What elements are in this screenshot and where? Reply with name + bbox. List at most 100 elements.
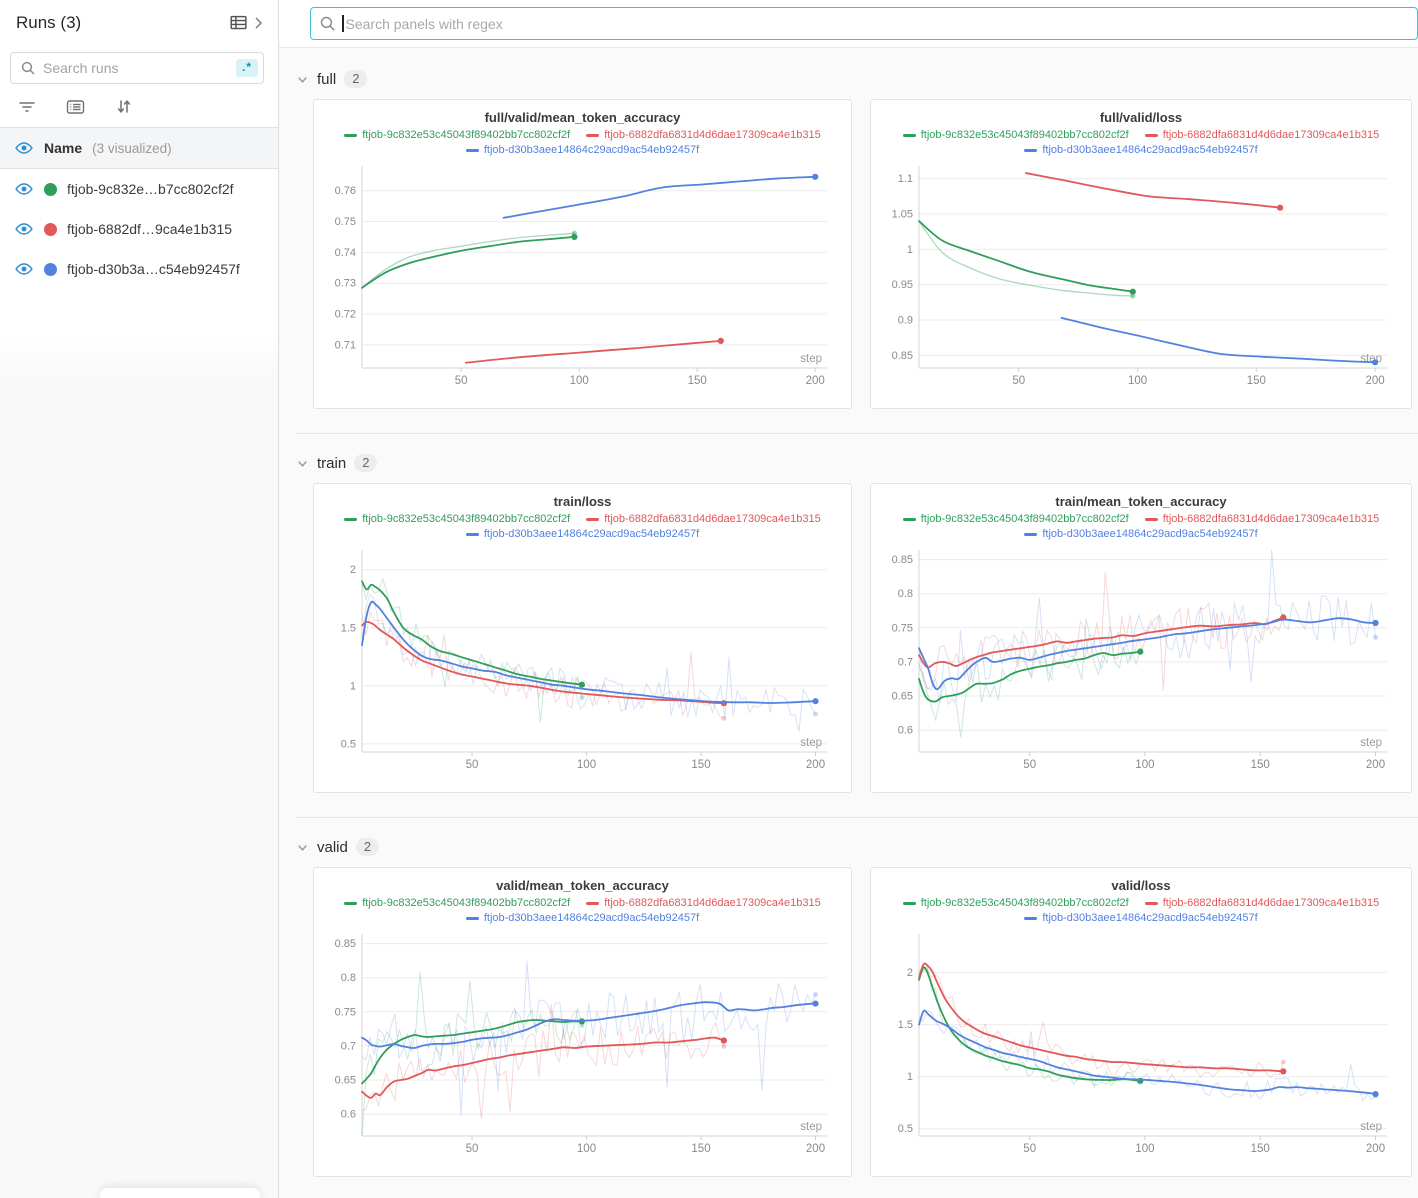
chart-panel[interactable]: full/valid/mean_token_accuracy ftjob-9c83…: [313, 99, 852, 409]
panel-search-input[interactable]: [343, 15, 1409, 32]
panel-search[interactable]: [310, 7, 1418, 40]
section-count-badge: 2: [354, 454, 378, 472]
svg-text:200: 200: [806, 375, 825, 387]
chart-title: valid/mean_token_accuracy: [496, 878, 669, 893]
runs-search-input[interactable]: [36, 60, 236, 76]
svg-text:0.9: 0.9: [898, 315, 913, 327]
svg-text:100: 100: [1128, 375, 1147, 387]
legend-dash-icon: [344, 902, 358, 905]
svg-text:0.65: 0.65: [892, 691, 913, 703]
svg-text:step: step: [1360, 1121, 1382, 1133]
svg-text:200: 200: [1366, 1143, 1385, 1155]
panels-topbar: [279, 0, 1418, 48]
legend-run-name: ftjob-d30b3aee14864c29acd9ac54eb92457f: [1042, 144, 1258, 156]
runs-table-icon[interactable]: [228, 12, 250, 34]
chart-panel[interactable]: train/loss ftjob-9c832e53c45043f89402bb7c…: [313, 483, 852, 793]
svg-text:0.7: 0.7: [341, 1040, 356, 1052]
run-row[interactable]: ftjob-9c832e…b7cc802cf2f: [0, 169, 278, 209]
legend-item[interactable]: ftjob-6882dfa6831d4d6dae17309ca4e1b315: [1144, 512, 1379, 527]
chevron-down-icon: [296, 457, 309, 470]
chart-panel[interactable]: valid/mean_token_accuracy ftjob-9c832e53c…: [313, 867, 852, 1177]
regex-toggle[interactable]: .*: [235, 59, 258, 77]
svg-text:0.6: 0.6: [341, 1109, 356, 1121]
run-name[interactable]: ftjob-d30b3a…c54eb92457f: [67, 261, 240, 277]
legend-item[interactable]: ftjob-9c832e53c45043f89402bb7cc802cf2f: [344, 896, 570, 911]
run-row[interactable]: ftjob-6882df…9ca4e1b315: [0, 209, 278, 249]
chart-canvas: 0.6 0.65 0.7 0.75 0.8 0.85 50 100 150 200 step: [335, 934, 827, 1155]
eye-icon[interactable]: [14, 261, 34, 277]
svg-text:0.7: 0.7: [898, 656, 913, 668]
section-header-full[interactable]: full 2: [296, 70, 1418, 88]
eye-icon[interactable]: [14, 140, 34, 156]
svg-text:1.5: 1.5: [341, 622, 356, 634]
run-row[interactable]: ftjob-d30b3a…c54eb92457f: [0, 249, 278, 289]
panel-row: full/valid/mean_token_accuracy ftjob-9c83…: [313, 99, 1418, 409]
legend-run-name: ftjob-6882dfa6831d4d6dae17309ca4e1b315: [1162, 129, 1380, 141]
legend-item[interactable]: ftjob-9c832e53c45043f89402bb7cc802cf2f: [902, 128, 1129, 143]
legend-item[interactable]: ftjob-9c832e53c45043f89402bb7cc802cf2f: [344, 512, 570, 527]
panel-row: train/loss ftjob-9c832e53c45043f89402bb7c…: [313, 483, 1418, 793]
svg-text:0.75: 0.75: [892, 622, 913, 634]
legend-dash-icon: [586, 134, 600, 137]
eye-icon[interactable]: [14, 221, 34, 237]
svg-text:0.72: 0.72: [335, 309, 356, 321]
legend-item[interactable]: ftjob-d30b3aee14864c29acd9ac54eb92457f: [465, 911, 699, 926]
legend-item[interactable]: ftjob-d30b3aee14864c29acd9ac54eb92457f: [1024, 527, 1258, 542]
bottom-popup[interactable]: [100, 1188, 260, 1198]
legend-item[interactable]: ftjob-9c832e53c45043f89402bb7cc802cf2f: [902, 512, 1129, 527]
svg-text:step: step: [800, 353, 822, 365]
chart-panel[interactable]: full/valid/loss ftjob-9c832e53c45043f8940…: [870, 99, 1412, 409]
section-count-badge: 2: [344, 70, 368, 88]
section-train: train 2 train/loss ftjob-9c832e53c45043f8…: [296, 454, 1418, 818]
legend-item[interactable]: ftjob-d30b3aee14864c29acd9ac54eb92457f: [1024, 911, 1258, 926]
chart-legend: ftjob-9c832e53c45043f89402bb7cc802cf2f ft…: [883, 512, 1399, 542]
filter-icon[interactable]: [18, 99, 36, 115]
svg-text:200: 200: [806, 1143, 825, 1155]
svg-text:1: 1: [907, 244, 913, 256]
section-label: valid: [317, 838, 348, 856]
section-label: train: [317, 454, 347, 472]
search-icon: [20, 60, 36, 76]
legend-item[interactable]: ftjob-6882dfa6831d4d6dae17309ca4e1b315: [586, 512, 821, 527]
svg-text:100: 100: [577, 759, 596, 771]
svg-text:0.85: 0.85: [335, 938, 356, 950]
svg-text:50: 50: [466, 1143, 479, 1155]
legend-dash-icon: [1144, 134, 1158, 137]
svg-text:150: 150: [691, 759, 710, 771]
section-header-valid[interactable]: valid 2: [296, 838, 1418, 856]
legend-dash-icon: [344, 134, 358, 137]
group-list-icon[interactable]: [66, 99, 85, 115]
legend-item[interactable]: ftjob-9c832e53c45043f89402bb7cc802cf2f: [902, 896, 1129, 911]
section-header-train[interactable]: train 2: [296, 454, 1418, 472]
eye-icon[interactable]: [14, 181, 34, 197]
legend-item[interactable]: ftjob-9c832e53c45043f89402bb7cc802cf2f: [344, 128, 570, 143]
chart-legend: ftjob-9c832e53c45043f89402bb7cc802cf2f ft…: [883, 128, 1399, 158]
runs-search[interactable]: .*: [10, 52, 264, 84]
legend-item[interactable]: ftjob-d30b3aee14864c29acd9ac54eb92457f: [465, 527, 699, 542]
chart-legend: ftjob-9c832e53c45043f89402bb7cc802cf2f ft…: [326, 512, 839, 542]
svg-text:0.75: 0.75: [335, 216, 356, 228]
legend-item[interactable]: ftjob-6882dfa6831d4d6dae17309ca4e1b315: [586, 896, 821, 911]
legend-item[interactable]: ftjob-6882dfa6831d4d6dae17309ca4e1b315: [586, 128, 821, 143]
legend-run-name: ftjob-9c832e53c45043f89402bb7cc802cf2f: [920, 513, 1129, 525]
chart-title: train/loss: [553, 494, 612, 509]
legend-item[interactable]: ftjob-d30b3aee14864c29acd9ac54eb92457f: [465, 143, 699, 158]
svg-text:150: 150: [1251, 1143, 1270, 1155]
run-name[interactable]: ftjob-6882df…9ca4e1b315: [67, 221, 233, 237]
chart-panel[interactable]: valid/loss ftjob-9c832e53c45043f89402bb7c…: [870, 867, 1412, 1177]
chart-panel[interactable]: train/mean_token_accuracy ftjob-9c832e53c…: [870, 483, 1412, 793]
svg-text:150: 150: [1247, 375, 1266, 387]
expand-chevron-icon[interactable]: [252, 15, 264, 31]
sort-icon[interactable]: [115, 98, 132, 115]
svg-text:1.1: 1.1: [898, 173, 913, 185]
legend-item[interactable]: ftjob-6882dfa6831d4d6dae17309ca4e1b315: [1144, 896, 1379, 911]
legend-item[interactable]: ftjob-d30b3aee14864c29acd9ac54eb92457f: [1024, 143, 1258, 158]
chart-title: train/mean_token_accuracy: [1055, 494, 1227, 509]
run-name[interactable]: ftjob-9c832e…b7cc802cf2f: [67, 181, 234, 197]
svg-text:0.74: 0.74: [335, 247, 356, 259]
svg-text:150: 150: [1251, 759, 1270, 771]
legend-run-name: ftjob-d30b3aee14864c29acd9ac54eb92457f: [1042, 912, 1258, 924]
legend-item[interactable]: ftjob-6882dfa6831d4d6dae17309ca4e1b315: [1144, 128, 1380, 143]
runs-name-header: Name (3 visualized): [0, 127, 278, 169]
section-label: full: [317, 70, 337, 88]
